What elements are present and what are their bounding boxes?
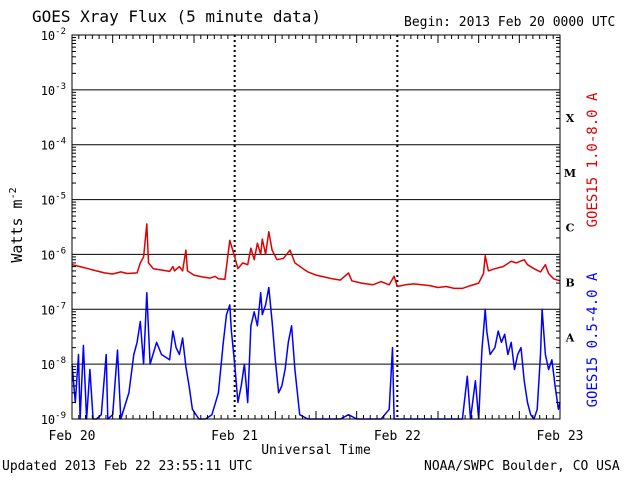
flare-class-b: B — [565, 277, 574, 290]
x-tick-label: Feb 21 — [211, 429, 258, 444]
y-tick-base: 10 — [41, 248, 55, 262]
y-tick-label: 10-2 — [41, 27, 66, 43]
y-tick-base: 10 — [41, 358, 55, 372]
y-tick-base: 10 — [41, 139, 55, 153]
y-tick-base: 10 — [41, 303, 55, 317]
y-tick-base: 10 — [41, 413, 55, 427]
y-tick-label: 10-5 — [41, 192, 66, 208]
series-line-1 — [71, 286, 561, 420]
y-tick-exponent: -6 — [55, 246, 66, 256]
y-tick-exponent: -8 — [55, 356, 66, 366]
begin-time: Begin: 2013 Feb 20 0000 UTC — [404, 15, 616, 30]
x-axis-label: Universal Time — [261, 443, 371, 458]
y-tick-exponent: -4 — [55, 137, 66, 147]
updated-timestamp: Updated 2013 Feb 22 23:55:11 UTC — [2, 459, 253, 474]
y-tick-label: 10-3 — [41, 82, 66, 98]
legend-short-channel: GOES15 0.5-4.0 A — [585, 272, 601, 407]
x-tick-label: Feb 22 — [374, 429, 421, 444]
legend-long-channel: GOES15 1.0-8.0 A — [585, 92, 601, 227]
y-axis-label-exponent: -2 — [8, 187, 19, 199]
y-tick-label: 10-4 — [41, 137, 66, 153]
chart-title: GOES Xray Flux (5 minute data) — [32, 7, 321, 26]
y-tick-exponent: -3 — [55, 82, 66, 92]
y-tick-base: 10 — [41, 29, 55, 43]
y-tick-label: 10-9 — [41, 411, 66, 427]
y-tick-label: 10-7 — [41, 301, 66, 317]
y-tick-base: 10 — [41, 194, 55, 208]
grid — [72, 34, 560, 420]
y-tick-exponent: -5 — [55, 192, 66, 202]
flare-class-labels: A B C M X — [564, 112, 576, 344]
flare-class-m: M — [564, 167, 576, 180]
x-tick-label: Feb 20 — [49, 429, 96, 444]
plot-frame — [71, 34, 561, 420]
y-tick-exponent: -2 — [55, 27, 66, 37]
series-line-0 — [71, 223, 561, 290]
credit-text: NOAA/SWPC Boulder, CO USA — [424, 459, 620, 474]
y-axis-label: Watts m-2 — [8, 187, 26, 262]
x-tick-label: Feb 23 — [537, 429, 584, 444]
flare-class-a: A — [565, 331, 575, 344]
flare-class-c: C — [566, 222, 575, 235]
y-tick-label: 10-6 — [41, 246, 66, 262]
series-layer — [71, 223, 561, 420]
y-tick-base: 10 — [41, 84, 55, 98]
y-tick-exponent: -9 — [55, 411, 66, 421]
y-tick-label: 10-8 — [41, 356, 66, 372]
y-axis-label-base: Watts m — [8, 199, 26, 262]
y-tick-exponent: -7 — [55, 301, 66, 311]
y-ticks: 10-910-810-710-610-510-410-310-2 — [41, 27, 560, 427]
flare-class-x: X — [566, 112, 575, 125]
x-ticks: Feb 20 Feb 21 Feb 22 Feb 23 — [49, 35, 584, 444]
